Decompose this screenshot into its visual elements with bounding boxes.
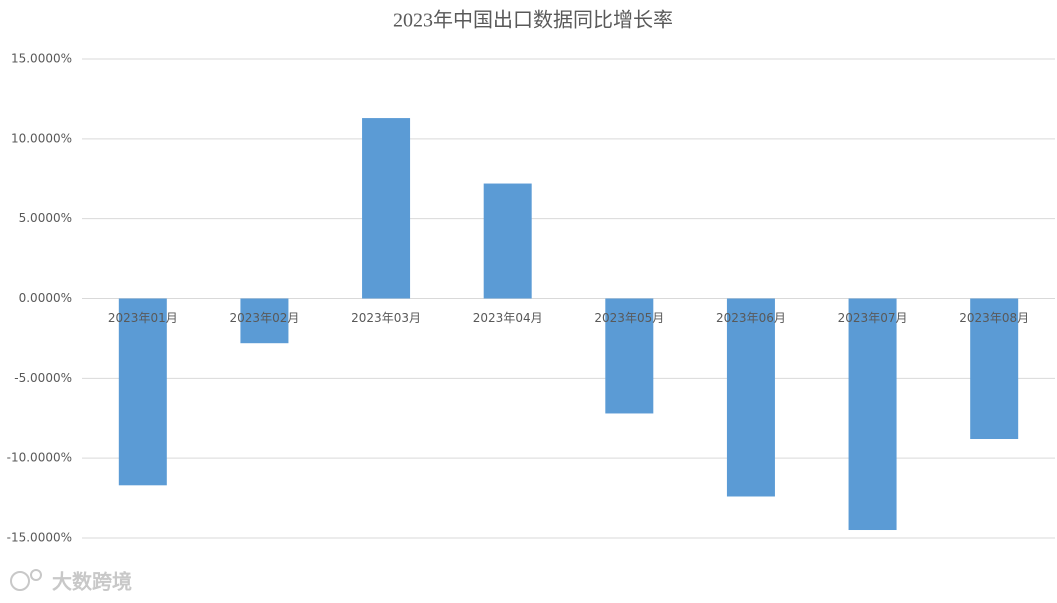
bar [118,298,167,486]
x-tick-label: 2023年01月 [108,311,178,325]
y-tick-label: 5.0000% [19,211,72,225]
bar [362,118,411,299]
bar [240,298,289,344]
bar [483,183,532,299]
x-tick-label: 2023年05月 [594,311,664,325]
y-tick-label: -5.0000% [14,371,72,385]
bar [848,298,897,531]
y-tick-label: 10.0000% [11,131,72,145]
x-tick-label: 2023年07月 [838,311,908,325]
y-tick-label: -10.0000% [7,451,72,465]
chart-title: 2023年中国出口数据同比增长率 [393,9,673,32]
x-tick-label: 2023年06月 [716,311,786,325]
watermark-icon [10,569,42,591]
watermark: 大数跨境 [52,570,132,594]
x-tick-label: 2023年08月 [959,311,1029,325]
x-tick-label: 2023年03月 [351,311,421,325]
x-tick-label: 2023年02月 [230,311,300,325]
y-tick-label: 0.0000% [19,291,72,305]
y-tick-label: -15.0000% [7,531,72,545]
bar [726,298,775,497]
x-tick-label: 2023年04月 [473,311,543,325]
y-tick-label: 15.0000% [11,52,72,66]
bar [970,298,1019,440]
bar [605,298,654,414]
